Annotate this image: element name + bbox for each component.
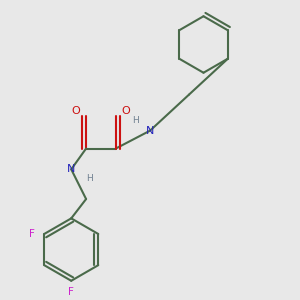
- Text: F: F: [29, 229, 35, 239]
- Text: H: H: [86, 174, 92, 183]
- Text: O: O: [122, 106, 130, 116]
- Text: N: N: [67, 164, 75, 174]
- Text: O: O: [71, 106, 80, 116]
- Text: N: N: [146, 126, 154, 136]
- Text: F: F: [68, 287, 74, 297]
- Text: H: H: [132, 116, 139, 125]
